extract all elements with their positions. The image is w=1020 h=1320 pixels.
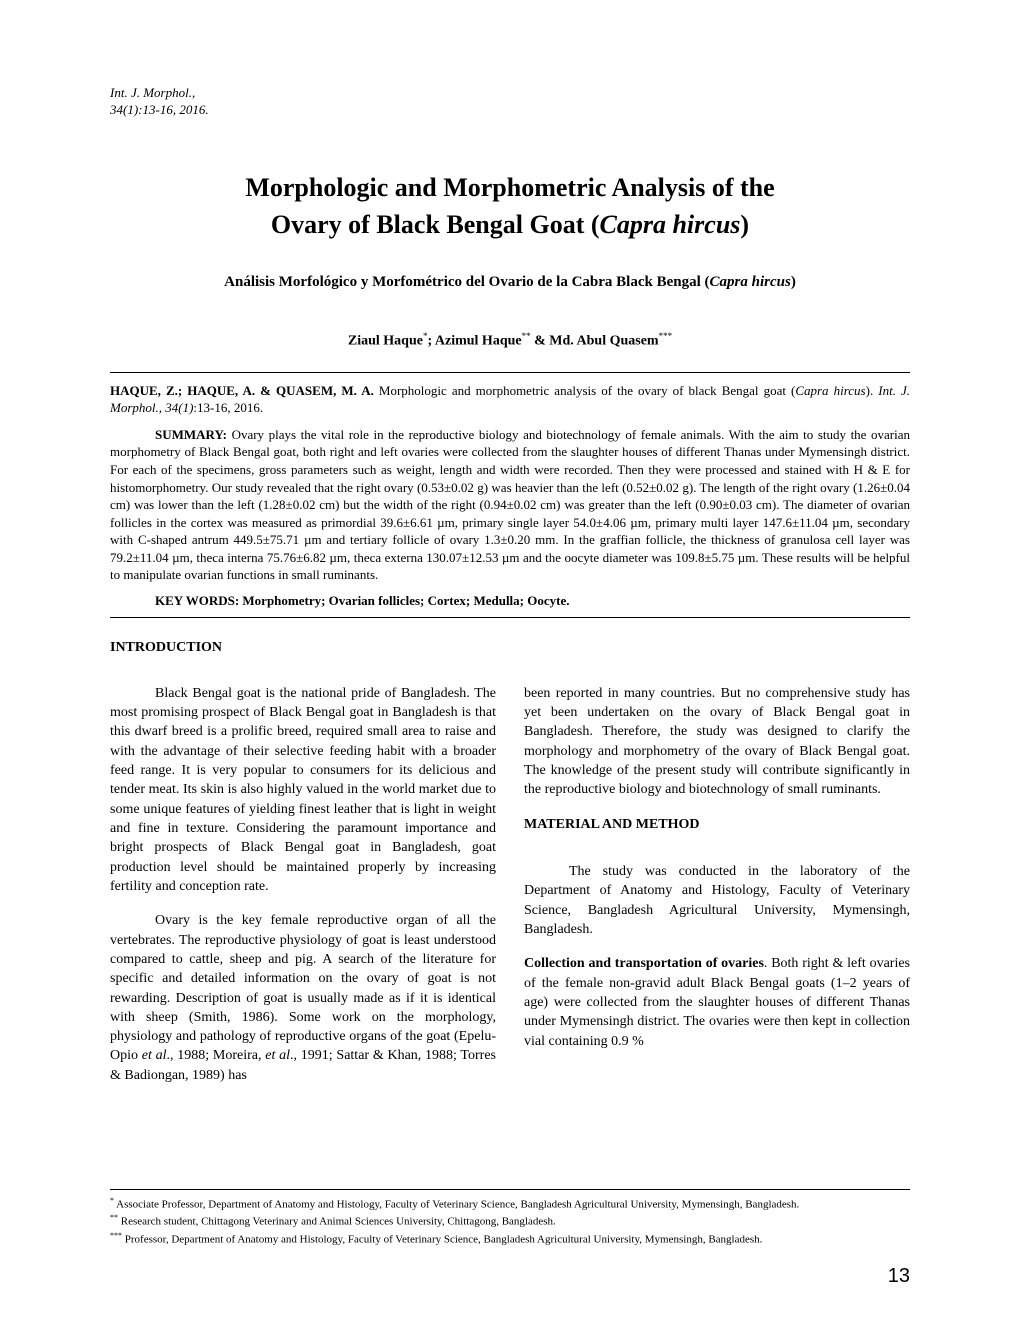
fn2-text: Research student, Chittagong Veterinary … <box>118 1216 556 1228</box>
journal-ref-line1: Int. J. Morphol., <box>110 85 195 100</box>
body-columns: Black Bengal goat is the national pride … <box>110 684 910 1100</box>
author3: Md. Abul Quasem <box>549 334 658 349</box>
introduction-heading: INTRODUCTION <box>110 640 910 656</box>
page-number: 13 <box>888 1265 910 1288</box>
footnotes: * Associate Professor, Department of Ana… <box>110 1189 910 1249</box>
fn3-sup: *** <box>110 1231 122 1240</box>
methods-paragraph-1: The study was conducted in the laborator… <box>524 862 910 939</box>
citation-title-pre: Morphologic and morphometric analysis of… <box>374 383 795 398</box>
journal-reference: Int. J. Morphol., 34(1):13-16, 2016. <box>110 85 910 119</box>
citation-pages: :13-16, 2016. <box>193 400 263 415</box>
methods-heading: MATERIAL AND METHOD <box>524 815 910 834</box>
subtitle-species: Capra hircus <box>710 274 791 290</box>
summary-label: SUMMARY: <box>155 427 232 442</box>
citation-authors: HAQUE, Z.; HAQUE, A. & QUASEM, M. A. <box>110 383 374 398</box>
intro-p2-pre: Ovary is the key female reproductive org… <box>110 913 496 1063</box>
keywords-block: KEY WORDS: Morphometry; Ovarian follicle… <box>110 593 910 609</box>
title-line1: Morphologic and Morphometric Analysis of… <box>245 173 774 202</box>
intro-paragraph-2: Ovary is the key female reproductive org… <box>110 911 496 1085</box>
title-line2-pre: Ovary of Black Bengal Goat ( <box>271 210 600 239</box>
article-title: Morphologic and Morphometric Analysis of… <box>110 169 910 244</box>
article-subtitle: Análisis Morfológico y Morfométrico del … <box>110 274 910 291</box>
authors: Ziaul Haque*; Azimul Haque** & Md. Abul … <box>110 331 910 350</box>
citation-species: Capra hircus <box>795 383 865 398</box>
intro-p2-etal1: et al <box>142 1048 167 1063</box>
methods-paragraph-2: Collection and transportation of ovaries… <box>524 954 910 1051</box>
keywords-text: Morphometry; Ovarian follicles; Cortex; … <box>242 593 569 608</box>
fn3-text: Professor, Department of Anatomy and His… <box>122 1233 762 1245</box>
intro-p2-etal2: et al <box>265 1048 290 1063</box>
journal-ref-line2: 34(1):13-16, 2016. <box>110 102 209 117</box>
author2: Azimul Haque <box>435 334 522 349</box>
right-column: been reported in many countries. But no … <box>524 684 910 1100</box>
author-sep1: ; <box>427 334 434 349</box>
intro-p2-mid: ., 1988; Moreira, <box>167 1048 266 1063</box>
rule-bottom <box>110 617 910 618</box>
fn2-sup: ** <box>110 1213 118 1222</box>
footnote-1: * Associate Professor, Department of Ana… <box>110 1196 910 1213</box>
author3-sup: *** <box>659 331 673 341</box>
author1: Ziaul Haque <box>348 334 423 349</box>
methods-p2-label: Collection and transportation of ovaries <box>524 956 764 971</box>
citation-block: HAQUE, Z.; HAQUE, A. & QUASEM, M. A. Mor… <box>110 382 910 417</box>
title-species: Capra hircus <box>600 210 741 239</box>
subtitle-pre: Análisis Morfológico y Morfométrico del … <box>224 274 709 290</box>
title-line2-post: ) <box>740 210 749 239</box>
subtitle-post: ) <box>791 274 796 290</box>
rule-top <box>110 372 910 373</box>
author-sep2: & <box>531 334 550 349</box>
footnote-3: *** Professor, Department of Anatomy and… <box>110 1231 910 1248</box>
summary-block: SUMMARY: Ovary plays the vital role in t… <box>110 426 910 584</box>
author2-sup: ** <box>522 331 531 341</box>
summary-text: Ovary plays the vital role in the reprod… <box>110 427 910 582</box>
col2-paragraph-1: been reported in many countries. But no … <box>524 684 910 800</box>
left-column: Black Bengal goat is the national pride … <box>110 684 496 1100</box>
footnote-2: ** Research student, Chittagong Veterina… <box>110 1213 910 1230</box>
citation-title-post: ). <box>866 383 879 398</box>
keywords-label: KEY WORDS: <box>155 593 242 608</box>
intro-paragraph-1: Black Bengal goat is the national pride … <box>110 684 496 896</box>
fn1-text: Associate Professor, Department of Anato… <box>114 1198 799 1210</box>
